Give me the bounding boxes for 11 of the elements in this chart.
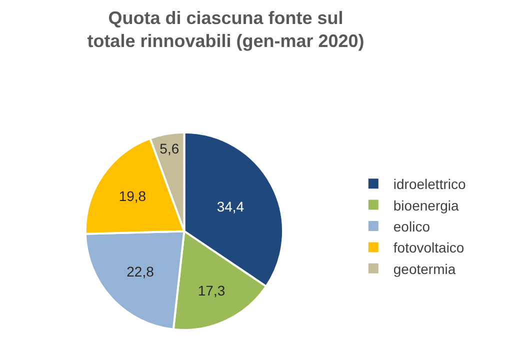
legend-label: idroelettrico: [393, 176, 466, 192]
legend-label: geotermia: [393, 260, 456, 277]
data-label: 17,3: [198, 282, 226, 298]
data-label: 19,8: [118, 188, 146, 204]
data-label: 5,6: [160, 140, 180, 156]
data-label: 34,4: [216, 198, 244, 215]
legend-label: fotovoltaico: [393, 240, 464, 256]
legend-label: eolico: [393, 218, 430, 234]
legend-label: bioenergia: [393, 197, 459, 214]
data-label: 22,8: [126, 264, 154, 280]
chart-title: Quota di ciascuna fonte sul totale rinnovabili (gen-mar 2020): [87, 8, 364, 52]
